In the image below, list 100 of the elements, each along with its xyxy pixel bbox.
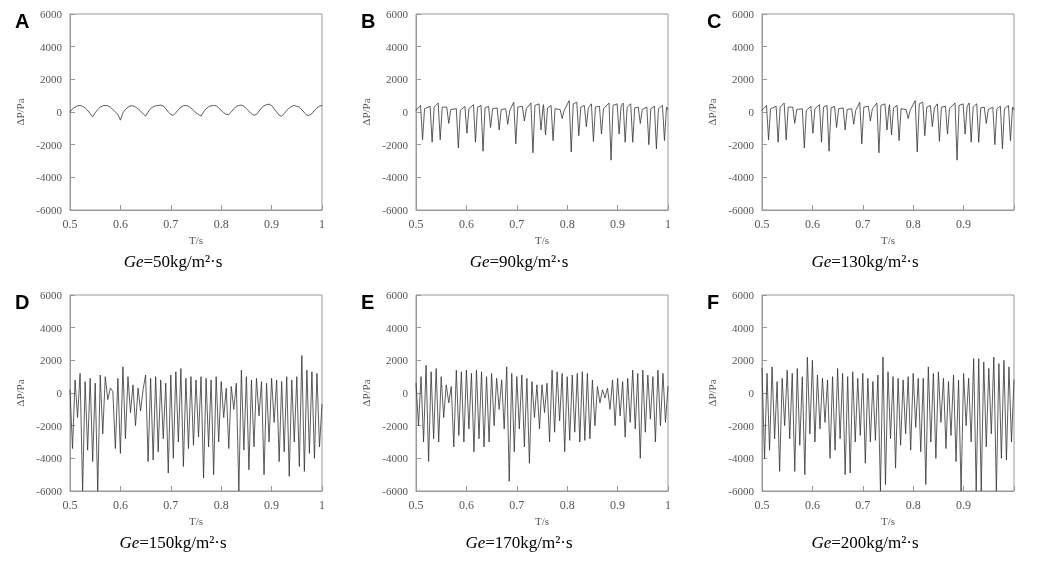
x-axis-title: T/s bbox=[534, 515, 550, 528]
y-tick-label: 2000 bbox=[732, 354, 755, 367]
x-tick-label: 0.6 bbox=[458, 498, 474, 512]
x-tick-label: 0.5 bbox=[408, 217, 424, 231]
x-tick-label: 0.7 bbox=[855, 217, 871, 231]
y-tick-label: 4000 bbox=[40, 40, 63, 53]
x-tick-label: 0.5 bbox=[62, 217, 78, 231]
y-axis-title: ΔP/Pa bbox=[359, 379, 372, 407]
y-tick-label: 0 bbox=[402, 387, 409, 399]
y-tick-label: 6000 bbox=[40, 289, 63, 301]
y-tick-label: -6000 bbox=[728, 485, 755, 497]
y-tick-label: 6000 bbox=[732, 289, 755, 301]
y-axis-title: ΔP/Pa bbox=[359, 98, 372, 126]
chart-title: F bbox=[707, 291, 720, 313]
y-tick-label: 2000 bbox=[40, 354, 63, 367]
x-tick-label: 0.6 bbox=[112, 498, 128, 512]
x-tick-label: 0.6 bbox=[112, 217, 128, 231]
x-tick-label: 0.8 bbox=[213, 217, 229, 231]
x-tick-label: 1 bbox=[319, 498, 325, 512]
x-tick-label: 0.7 bbox=[163, 217, 179, 231]
y-tick-label: 6000 bbox=[40, 8, 63, 20]
y-tick-label: 4000 bbox=[732, 321, 755, 334]
x-axis-title: T/s bbox=[188, 234, 204, 247]
y-tick-label: 2000 bbox=[386, 354, 409, 367]
x-tick-label: 0.5 bbox=[408, 498, 424, 512]
chart-title: A bbox=[15, 10, 30, 32]
y-tick-label: -4000 bbox=[728, 171, 755, 184]
y-axis-title: ΔP/Pa bbox=[705, 379, 718, 407]
x-axis-title: T/s bbox=[188, 515, 204, 528]
y-tick-label: 4000 bbox=[386, 321, 409, 334]
chart-title: D bbox=[15, 291, 30, 313]
x-tick-label: 0.5 bbox=[754, 217, 770, 231]
x-tick-label: 0.5 bbox=[754, 498, 770, 512]
y-tick-label: 6000 bbox=[732, 8, 755, 20]
x-tick-label: 0.8 bbox=[213, 498, 229, 512]
text: Ge=150kg/m²·s bbox=[119, 533, 227, 552]
y-tick-label: -6000 bbox=[382, 204, 409, 216]
line-series bbox=[415, 364, 669, 482]
x-tick-label: 0.8 bbox=[905, 217, 921, 231]
line-series bbox=[415, 100, 669, 161]
y-tick-label: 2000 bbox=[386, 73, 409, 86]
y-tick-label: 6000 bbox=[386, 289, 409, 301]
chart-title: B bbox=[361, 10, 376, 32]
y-tick-label: 2000 bbox=[732, 73, 755, 86]
x-tick-label: 1 bbox=[665, 217, 671, 231]
text: Ge=130kg/m²·s bbox=[811, 252, 919, 271]
x-axis-title: T/s bbox=[880, 234, 896, 247]
y-axis-title: ΔP/Pa bbox=[13, 379, 26, 407]
text: Ge=50kg/m²·s bbox=[123, 252, 223, 271]
y-tick-label: -2000 bbox=[36, 419, 63, 432]
y-tick-label: -6000 bbox=[728, 204, 755, 216]
x-tick-label: 0.9 bbox=[264, 217, 280, 231]
x-tick-label: 0.9 bbox=[264, 498, 280, 512]
chart-title: C bbox=[707, 10, 722, 32]
text: Ge=90kg/m²·s bbox=[469, 252, 569, 271]
y-tick-label: -2000 bbox=[728, 419, 755, 432]
x-tick-label: 0.6 bbox=[804, 217, 820, 231]
x-tick-label: 0.7 bbox=[855, 498, 871, 512]
y-tick-label: 0 bbox=[748, 387, 755, 399]
y-tick-label: 4000 bbox=[732, 40, 755, 53]
y-tick-label: 2000 bbox=[40, 73, 63, 86]
x-tick-label: 0.9 bbox=[956, 498, 972, 512]
text: Ge=170kg/m²·s bbox=[465, 533, 573, 552]
y-tick-label: 6000 bbox=[386, 8, 409, 20]
y-tick-label: 0 bbox=[56, 106, 63, 118]
x-tick-label: 0.6 bbox=[804, 498, 820, 512]
y-tick-label: -4000 bbox=[36, 452, 63, 465]
y-tick-label: 0 bbox=[56, 387, 63, 399]
line-series bbox=[761, 100, 1015, 161]
x-tick-label: 0.8 bbox=[905, 498, 921, 512]
y-axis-title: ΔP/Pa bbox=[13, 98, 26, 126]
y-tick-label: -6000 bbox=[36, 204, 63, 216]
x-tick-label: 0.9 bbox=[610, 498, 626, 512]
x-tick-label: 0.8 bbox=[559, 217, 575, 231]
x-tick-label: 1 bbox=[665, 498, 671, 512]
y-tick-label: 4000 bbox=[40, 321, 63, 334]
y-tick-label: 4000 bbox=[386, 40, 409, 53]
y-tick-label: -4000 bbox=[382, 452, 409, 465]
x-axis-title: T/s bbox=[534, 234, 550, 247]
x-tick-label: 0.7 bbox=[509, 498, 525, 512]
y-tick-label: -6000 bbox=[382, 485, 409, 497]
chart-title: E bbox=[361, 291, 375, 313]
x-tick-label: 0.6 bbox=[458, 217, 474, 231]
y-tick-label: -2000 bbox=[728, 138, 755, 151]
y-tick-label: -4000 bbox=[36, 171, 63, 184]
y-axis-title: ΔP/Pa bbox=[705, 98, 718, 126]
text: Ge=200kg/m²·s bbox=[811, 533, 919, 552]
y-tick-label: -2000 bbox=[36, 138, 63, 151]
x-tick-label: 0.9 bbox=[956, 217, 972, 231]
x-tick-label: 0.9 bbox=[610, 217, 626, 231]
x-tick-label: 0.8 bbox=[559, 498, 575, 512]
y-tick-label: -2000 bbox=[382, 419, 409, 432]
y-tick-label: 0 bbox=[402, 106, 409, 118]
x-axis-title: T/s bbox=[880, 515, 896, 528]
y-tick-label: -6000 bbox=[36, 485, 63, 497]
y-tick-label: -4000 bbox=[382, 171, 409, 184]
x-tick-label: 0.7 bbox=[163, 498, 179, 512]
y-tick-label: -4000 bbox=[728, 452, 755, 465]
x-tick-label: 0.7 bbox=[509, 217, 525, 231]
y-tick-label: -2000 bbox=[382, 138, 409, 151]
